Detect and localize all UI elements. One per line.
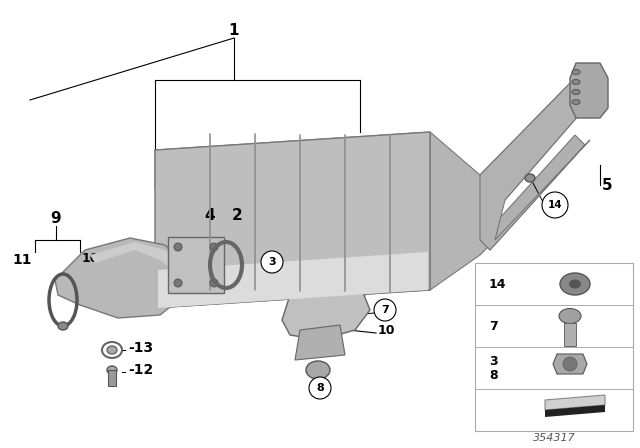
Polygon shape (155, 132, 430, 308)
Text: 14: 14 (489, 277, 506, 290)
Circle shape (542, 192, 568, 218)
Polygon shape (495, 86, 592, 200)
Text: 354317: 354317 (532, 433, 575, 443)
Ellipse shape (174, 243, 182, 251)
Text: 10: 10 (82, 251, 99, 264)
Polygon shape (545, 395, 605, 410)
Ellipse shape (572, 79, 580, 85)
Ellipse shape (306, 361, 330, 379)
Circle shape (261, 251, 283, 273)
Ellipse shape (559, 309, 581, 323)
Polygon shape (480, 78, 592, 250)
Polygon shape (155, 132, 430, 188)
Ellipse shape (210, 243, 218, 251)
Text: 6: 6 (383, 275, 392, 289)
Ellipse shape (107, 346, 117, 354)
Text: 8: 8 (489, 369, 498, 382)
Polygon shape (480, 78, 585, 183)
Text: 7: 7 (381, 305, 389, 315)
Text: 3: 3 (489, 354, 498, 367)
Text: 9: 9 (51, 211, 61, 225)
Text: 3: 3 (268, 257, 276, 267)
Polygon shape (158, 252, 428, 308)
Ellipse shape (525, 174, 535, 182)
Polygon shape (564, 323, 576, 346)
Text: 14: 14 (548, 200, 563, 210)
Circle shape (374, 299, 396, 321)
Ellipse shape (58, 322, 68, 330)
Polygon shape (168, 237, 224, 293)
Ellipse shape (563, 357, 577, 371)
Polygon shape (295, 325, 345, 360)
Ellipse shape (174, 279, 182, 287)
Polygon shape (480, 135, 585, 250)
Circle shape (309, 377, 331, 399)
Polygon shape (90, 242, 182, 275)
Polygon shape (55, 238, 188, 318)
Ellipse shape (107, 366, 117, 374)
Text: 7: 7 (489, 319, 498, 332)
Polygon shape (545, 405, 605, 417)
Text: 4: 4 (205, 207, 215, 223)
Polygon shape (155, 250, 430, 308)
Polygon shape (553, 354, 587, 374)
Ellipse shape (569, 280, 581, 289)
Text: 5: 5 (602, 177, 612, 193)
Text: 11: 11 (12, 253, 32, 267)
Text: -13: -13 (128, 341, 153, 355)
Ellipse shape (210, 279, 218, 287)
Polygon shape (570, 63, 608, 118)
Polygon shape (108, 370, 116, 386)
Polygon shape (430, 132, 495, 290)
FancyBboxPatch shape (475, 263, 633, 431)
Polygon shape (282, 285, 370, 340)
Ellipse shape (572, 90, 580, 95)
Ellipse shape (560, 273, 590, 295)
Text: 8: 8 (316, 383, 324, 393)
Text: -12: -12 (128, 363, 153, 377)
Text: 10: 10 (378, 323, 396, 336)
Text: 1: 1 (228, 22, 239, 38)
Text: 2: 2 (232, 207, 243, 223)
Ellipse shape (572, 69, 580, 74)
Ellipse shape (572, 99, 580, 104)
